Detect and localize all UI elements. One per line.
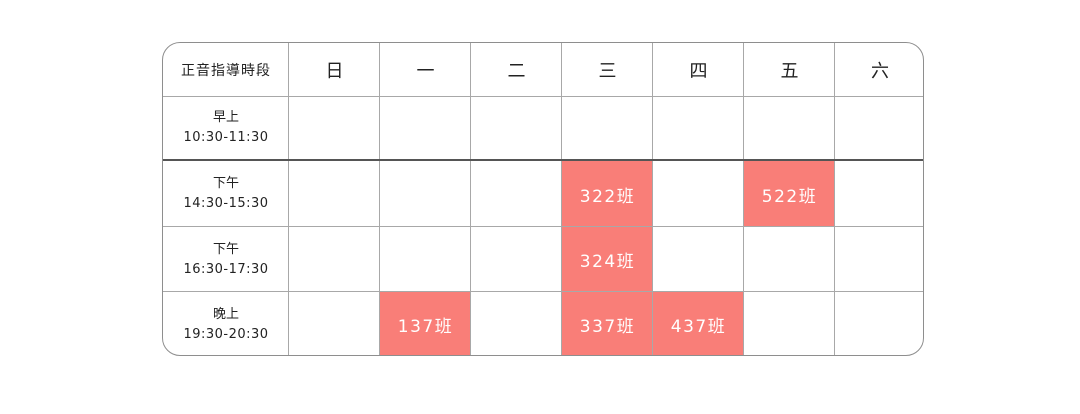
- lunch-separator-line: [163, 159, 923, 161]
- table-row: 下午 16:30-17:30 324班: [163, 227, 923, 292]
- grid-line: [743, 43, 744, 355]
- grid-line: [652, 43, 653, 355]
- grid-line: [163, 226, 923, 227]
- grid-line: [163, 96, 923, 97]
- slot-name: 早上: [212, 110, 239, 125]
- time-slot-label: 早上 10:30-11:30: [163, 96, 289, 160]
- day-header-sun: 日: [325, 60, 344, 82]
- day-header-sat: 六: [871, 60, 889, 82]
- slot-time-range: 19:30-20:30: [183, 326, 269, 342]
- day-header-thu: 四: [689, 60, 708, 82]
- slot-name: 下午: [212, 241, 239, 257]
- slot-time-range: 14:30-15:30: [183, 196, 269, 211]
- table-header-row: 正音指導時段 日 一 二 三 四 五 六: [163, 43, 923, 96]
- slot-name: 晚上: [212, 306, 239, 322]
- header-label: 正音指導時段: [181, 62, 271, 79]
- grid-line: [470, 43, 471, 355]
- schedule-table: 正音指導時段 日 一 二 三 四 五 六 早上 10:30-11:30 下午 1…: [162, 42, 924, 356]
- slot-time-range: 10:30-11:30: [183, 130, 269, 145]
- class-cell-wed-1930[interactable]: 337班: [562, 292, 653, 355]
- time-slot-label: 下午 14:30-15:30: [163, 161, 289, 227]
- day-header-mon: 一: [416, 60, 435, 82]
- class-cell-wed-1430[interactable]: 322班: [562, 161, 653, 227]
- grid-line: [288, 43, 289, 355]
- grid-line: [834, 43, 835, 355]
- class-cell-wed-1630[interactable]: 324班: [562, 227, 653, 292]
- grid-line: [163, 291, 923, 292]
- class-cell-fri-1430[interactable]: 522班: [744, 161, 835, 227]
- time-slot-label: 晚上 19:30-20:30: [163, 292, 289, 355]
- grid-line: [561, 43, 562, 355]
- table-row: 下午 14:30-15:30 322班 522班: [163, 161, 923, 227]
- slot-time-range: 16:30-17:30: [183, 261, 269, 277]
- table-row: 早上 10:30-11:30: [163, 96, 923, 160]
- slot-name: 下午: [212, 176, 239, 191]
- day-header-tue: 二: [507, 60, 526, 82]
- time-slot-label: 下午 16:30-17:30: [163, 227, 289, 292]
- day-header-wed: 三: [598, 60, 617, 82]
- class-cell-mon-1930[interactable]: 137班: [380, 292, 471, 355]
- table-row: 晚上 19:30-20:30 137班 337班 437班: [163, 292, 923, 355]
- day-header-fri: 五: [780, 60, 799, 82]
- grid-line: [379, 43, 380, 355]
- class-cell-thu-1930[interactable]: 437班: [653, 292, 744, 355]
